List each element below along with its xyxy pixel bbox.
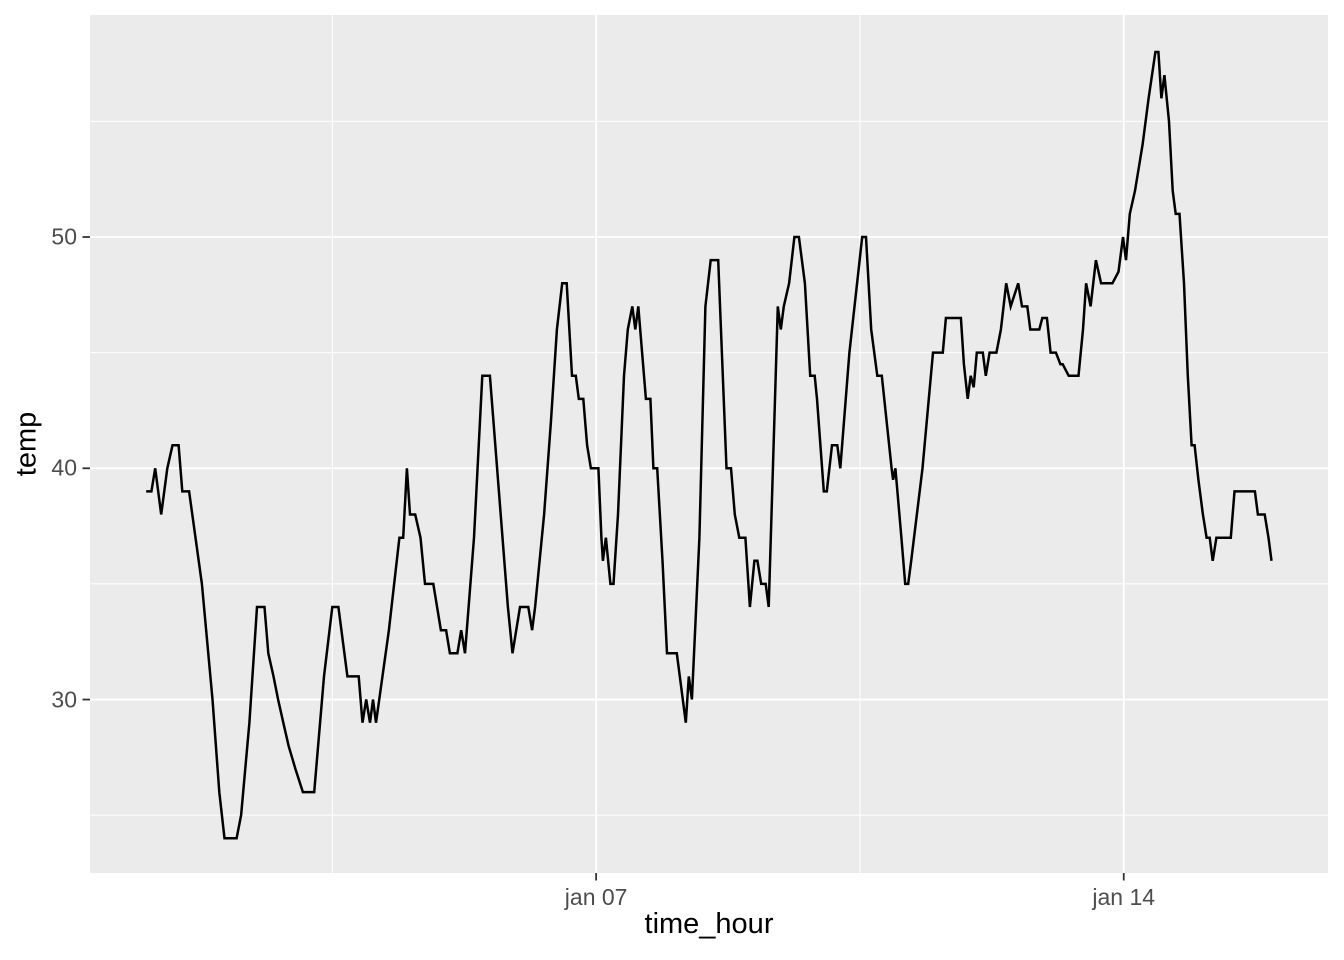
temp-line-series [146, 50, 1273, 840]
x-tick-label: jan 07 [564, 884, 628, 910]
x-tick-label: jan 14 [1092, 884, 1156, 910]
plot-panel [90, 15, 1328, 873]
y-tick-label: 50 [51, 223, 77, 250]
x-axis-title: time_hour [644, 908, 774, 940]
y-tick-label: 30 [51, 686, 77, 713]
y-tick-label: 40 [51, 454, 77, 481]
